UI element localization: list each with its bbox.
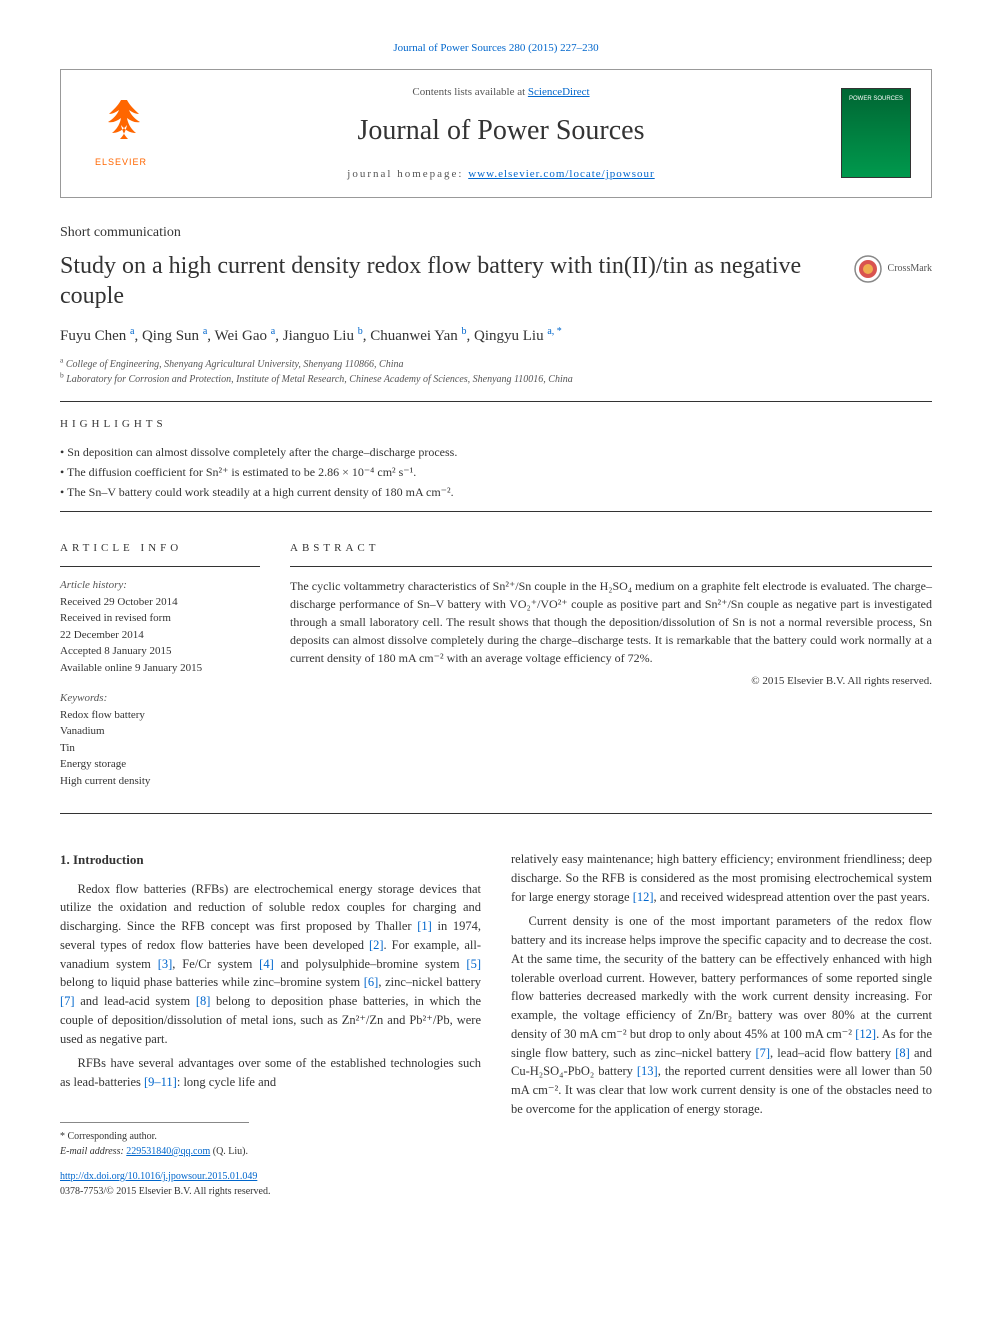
body-columns: 1. Introduction Redox flow batteries (RF… [60,850,932,1159]
abstract-heading: ABSTRACT [290,540,932,557]
journal-name: Journal of Power Sources [161,110,841,152]
ref-link[interactable]: [12] [633,890,654,904]
divider [60,566,260,567]
ref-link[interactable]: [2] [369,938,384,952]
journal-cover-thumb[interactable]: POWER SOURCES [841,88,911,178]
left-column: 1. Introduction Redox flow batteries (RF… [60,850,481,1159]
article-title: Study on a high current density redox fl… [60,251,838,311]
keyword-item: Tin [60,740,260,757]
ref-link[interactable]: [9–11] [144,1075,177,1089]
divider [60,511,932,512]
info-abstract-row: ARTICLE INFO Article history: Received 2… [60,526,932,804]
email-label: E-mail address: [60,1146,126,1157]
homepage-line: journal homepage: www.elsevier.com/locat… [161,166,841,183]
intro-para-3: relatively easy maintenance; high batter… [511,850,932,906]
article-history: Article history: Received 29 October 201… [60,577,260,676]
homepage-prefix: journal homepage: [347,168,468,180]
abstract-col: ABSTRACT The cyclic voltammetry characte… [290,526,932,804]
history-line: Accepted 8 January 2015 [60,643,260,660]
journal-banner: ELSEVIER Contents lists available at Sci… [60,69,932,198]
sciencedirect-link[interactable]: ScienceDirect [528,86,590,98]
issn-line: 0378-7753/© 2015 Elsevier B.V. All right… [60,1186,270,1197]
corresponding-label: * Corresponding author. [60,1129,249,1144]
highlight-item: Sn deposition can almost dissolve comple… [60,443,932,461]
ref-link[interactable]: [8] [196,994,211,1008]
keyword-item: Energy storage [60,756,260,773]
banner-center: Contents lists available at ScienceDirec… [161,84,841,183]
history-line: 22 December 2014 [60,627,260,644]
crossmark-badge[interactable]: CrossMark [854,255,932,283]
intro-para-2: RFBs have several advantages over some o… [60,1054,481,1092]
info-heading: ARTICLE INFO [60,540,260,557]
highlights-list: Sn deposition can almost dissolve comple… [60,443,932,501]
article-type: Short communication [60,222,932,243]
ref-link[interactable]: [3] [158,957,173,971]
doi-block: http://dx.doi.org/10.1016/j.jpowsour.201… [60,1169,932,1199]
doi-link[interactable]: http://dx.doi.org/10.1016/j.jpowsour.201… [60,1171,257,1182]
ref-link[interactable]: [1] [417,919,432,933]
email-suffix: (Q. Liu). [210,1146,248,1157]
divider [60,401,932,402]
ref-link[interactable]: [4] [259,957,274,971]
copyright-line: © 2015 Elsevier B.V. All rights reserved… [290,673,932,690]
contents-line: Contents lists available at ScienceDirec… [161,84,841,101]
intro-heading: 1. Introduction [60,850,481,870]
intro-para-4: Current density is one of the most impor… [511,912,932,1118]
affiliations: a College of Engineering, Shenyang Agric… [60,357,932,387]
title-row: Study on a high current density redox fl… [60,251,932,311]
ref-link[interactable]: [12] [855,1027,876,1041]
highlight-item: The Sn–V battery could work steadily at … [60,483,932,501]
right-column: relatively easy maintenance; high batter… [511,850,932,1159]
affiliation-a: a College of Engineering, Shenyang Agric… [60,357,932,372]
keyword-item: Redox flow battery [60,707,260,724]
keywords-block: Keywords: Redox flow batteryVanadiumTinE… [60,690,260,789]
ref-link[interactable]: [5] [466,957,481,971]
elsevier-logo[interactable]: ELSEVIER [81,88,161,178]
elsevier-tree-icon [93,96,149,152]
corresponding-footnote: * Corresponding author. E-mail address: … [60,1122,249,1159]
highlights-heading: HIGHLIGHTS [60,416,932,433]
ref-link[interactable]: [13] [637,1064,658,1078]
keyword-item: High current density [60,773,260,790]
highlight-item: The diffusion coefficient for Sn²⁺ is es… [60,463,932,481]
ref-link[interactable]: [8] [895,1046,910,1060]
elsevier-wordmark: ELSEVIER [95,156,147,170]
history-line: Available online 9 January 2015 [60,660,260,677]
ref-link[interactable]: [7] [60,994,75,1008]
divider [290,566,932,567]
crossmark-icon [854,255,882,283]
divider [60,813,932,814]
article-info-col: ARTICLE INFO Article history: Received 2… [60,526,260,804]
header-citation[interactable]: Journal of Power Sources 280 (2015) 227–… [60,40,932,57]
ref-link[interactable]: [6] [364,975,379,989]
keywords-label: Keywords: [60,690,260,707]
crossmark-label: CrossMark [888,261,932,276]
email-line: E-mail address: 229531840@qq.com (Q. Liu… [60,1144,249,1159]
intro-para-1: Redox flow batteries (RFBs) are electroc… [60,880,481,1049]
abstract-text: The cyclic voltammetry characteristics o… [290,577,932,667]
email-link[interactable]: 229531840@qq.com [126,1146,210,1157]
affiliation-b: b Laboratory for Corrosion and Protectio… [60,372,932,387]
contents-prefix: Contents lists available at [412,86,527,98]
keyword-item: Vanadium [60,723,260,740]
ref-link[interactable]: [7] [755,1046,770,1060]
cover-thumb-label: POWER SOURCES [846,95,906,104]
history-label: Article history: [60,577,260,594]
author-list: Fuyu Chen a, Qing Sun a, Wei Gao a, Jian… [60,325,932,348]
history-line: Received 29 October 2014 [60,594,260,611]
history-line: Received in revised form [60,610,260,627]
homepage-link[interactable]: www.elsevier.com/locate/jpowsour [468,168,654,180]
